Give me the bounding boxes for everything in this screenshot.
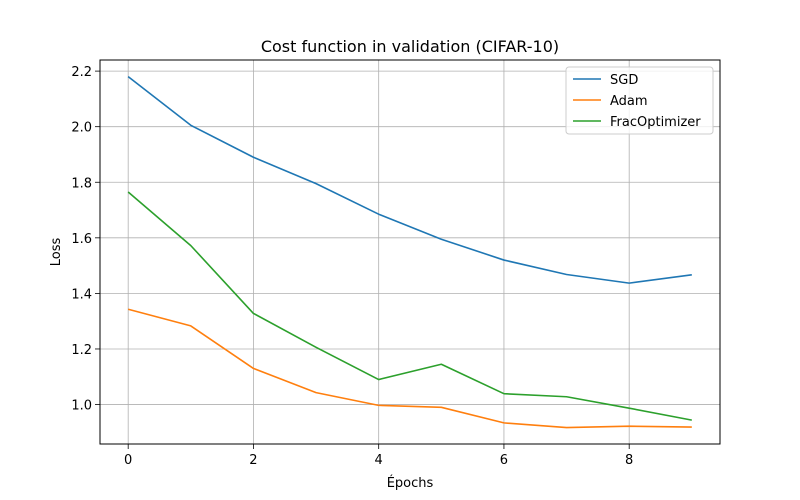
- legend-label: Adam: [610, 94, 648, 109]
- series-line-fracoptimizer: [127, 191, 692, 421]
- legend: SGD Adam FracOptimizer: [565, 66, 714, 135]
- y-tick-label: 1.0: [71, 399, 92, 414]
- x-tick-label: 2: [249, 453, 257, 468]
- y-tick-label: 1.8: [71, 176, 92, 191]
- y-tick-label: 1.2: [71, 343, 92, 358]
- y-tick-label: 2.0: [71, 121, 92, 136]
- x-tick-label: 8: [625, 453, 633, 468]
- x-tick-label: 0: [124, 453, 132, 468]
- y-tick-label: 2.2: [71, 65, 92, 80]
- chart-title: Cost function in validation (CIFAR-10): [261, 37, 559, 56]
- y-axis-ticks: 1.0 1.2 1.4 1.6 1.8 2.0 2.2: [71, 65, 100, 414]
- x-tick-label: 4: [375, 453, 383, 468]
- legend-box: [565, 66, 714, 135]
- series-line-sgd: [127, 76, 692, 284]
- legend-label: FracOptimizer: [610, 115, 701, 130]
- y-tick-label: 1.4: [71, 287, 92, 302]
- series-lines: [127, 76, 692, 429]
- legend-label: SGD: [610, 73, 638, 88]
- x-tick-label: 6: [500, 453, 508, 468]
- plot-area-frame: [99, 59, 721, 445]
- series-line-adam: [127, 308, 692, 429]
- grid-lines: [100, 60, 720, 444]
- y-axis-label: Loss: [49, 238, 64, 267]
- x-axis-ticks: 0 2 4 6 8: [124, 444, 633, 468]
- x-axis-label: Épochs: [387, 475, 434, 491]
- y-tick-label: 1.6: [71, 232, 92, 247]
